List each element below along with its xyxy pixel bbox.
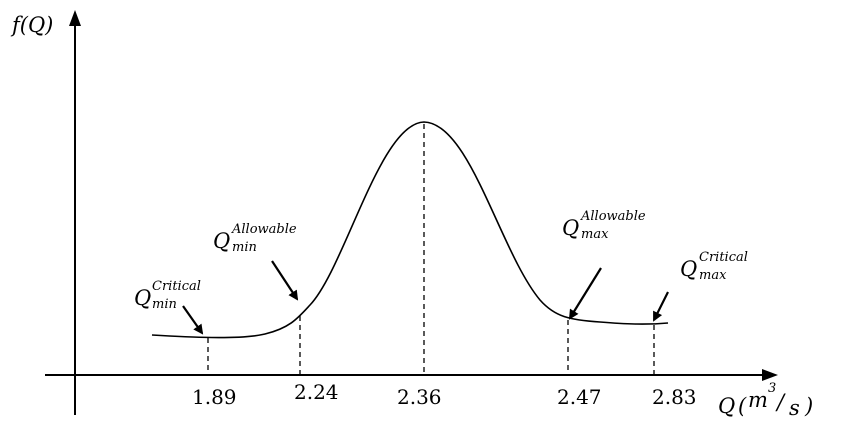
- x-axis-unit-denominator: s: [789, 396, 800, 420]
- label-q-max-critical: Q Critical max: [680, 250, 748, 283]
- x-axis-arrow-icon: [762, 369, 778, 381]
- x-axis-unit-close: ): [804, 394, 813, 418]
- label-q-max-critical-sup: Critical: [699, 250, 748, 265]
- label-q-min-critical-sub: min: [152, 297, 177, 312]
- label-q-min-allowable: Q Allowable min: [213, 222, 297, 255]
- tick-label-4: 2.47: [557, 385, 602, 409]
- arrow-q-max-allowable: [568, 267, 602, 320]
- y-axis-arrow-icon: [69, 10, 81, 26]
- x-axis-symbol: Q: [718, 394, 735, 418]
- label-q-min-allowable-sub: min: [232, 240, 257, 255]
- tick-label-2: 2.24: [294, 380, 339, 404]
- label-q-min-allowable-base: Q: [213, 229, 230, 253]
- x-axis-unit-base: m: [748, 388, 768, 412]
- label-q-min-critical: Q Critical min: [134, 279, 201, 312]
- x-axis-unit-slash: /: [775, 390, 786, 414]
- tick-label-1: 1.89: [192, 385, 237, 409]
- x-axis-label: Q ( m 3 / s ): [718, 381, 813, 420]
- label-q-max-critical-base: Q: [680, 257, 697, 281]
- label-q-min-critical-sup: Critical: [152, 279, 201, 294]
- tick-label-3: 2.36: [397, 385, 442, 409]
- label-q-max-critical-sub: max: [699, 268, 727, 283]
- distribution-curve: [151, 121, 669, 339]
- label-q-max-allowable: Q Allowable max: [562, 209, 646, 242]
- label-q-min-critical-base: Q: [134, 286, 151, 310]
- arrow-q-min-critical: [182, 305, 204, 335]
- x-axis-unit-exp: 3: [768, 381, 776, 396]
- label-q-max-allowable-sub: max: [581, 227, 609, 242]
- label-q-min-allowable-sup: Allowable: [231, 222, 297, 237]
- arrow-q-max-critical: [653, 291, 669, 322]
- label-q-max-allowable-base: Q: [562, 216, 579, 240]
- label-q-max-allowable-sup: Allowable: [580, 209, 646, 224]
- arrow-q-min-allowable: [271, 260, 299, 301]
- tick-label-5: 2.83: [652, 385, 697, 409]
- y-axis-label: f(Q): [10, 13, 53, 37]
- x-axis-unit-open: (: [738, 394, 747, 418]
